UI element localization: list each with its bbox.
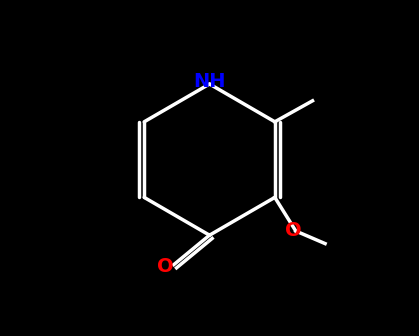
Text: O: O [285, 221, 302, 241]
Text: NH: NH [193, 72, 226, 91]
Text: O: O [157, 257, 174, 276]
